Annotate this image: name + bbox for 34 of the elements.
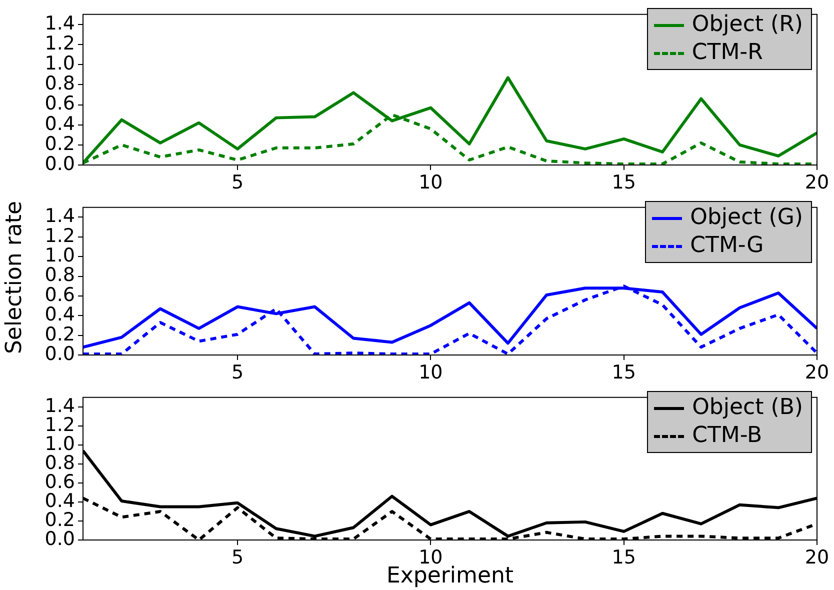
legend-label: CTM-G xyxy=(690,232,764,260)
legend-label: Object (B) xyxy=(692,394,803,422)
x-tick-label: 20 xyxy=(804,361,830,384)
y-tick-label: 0.6 xyxy=(44,92,75,115)
legend-label: CTM-R xyxy=(692,39,763,67)
legend-label: CTM-B xyxy=(692,422,762,450)
x-tick-label: 10 xyxy=(418,361,443,384)
y-tick-label: 1.4 xyxy=(44,12,75,34)
y-tick-label: 1.2 xyxy=(44,32,75,54)
y-tick-label: 0.8 xyxy=(44,72,75,95)
x-tick-label: 10 xyxy=(418,171,443,194)
y-tick-label: 0.0 xyxy=(44,152,75,175)
x-tick-label: 5 xyxy=(231,546,244,568)
x-tick-label: 15 xyxy=(612,361,636,384)
y-tick-label: 1.0 xyxy=(44,52,75,75)
y-tick-label: 0.0 xyxy=(44,342,75,365)
y-axis-title: Selection rate xyxy=(2,200,27,354)
y-tick-label: 0.8 xyxy=(44,264,75,286)
x-tick-label: 5 xyxy=(231,171,244,194)
x-tick-label: 20 xyxy=(804,171,830,194)
legend-label: Object (R) xyxy=(692,11,803,39)
x-tick-label: 15 xyxy=(612,546,636,568)
y-tick-label: 0.2 xyxy=(44,132,75,155)
y-tick-label: 0.2 xyxy=(44,323,75,346)
y-tick-label: 1.4 xyxy=(44,205,75,228)
x-tick-label: 5 xyxy=(231,361,244,384)
legend-label: Object (G) xyxy=(690,204,803,232)
y-tick-label: 1.0 xyxy=(44,244,75,267)
y-tick-label: 0.6 xyxy=(44,284,75,306)
x-tick-label: 20 xyxy=(804,546,830,568)
y-tick-label: 0.4 xyxy=(44,112,75,135)
y-tick-label: 1.2 xyxy=(44,224,75,247)
x-tick-label: 15 xyxy=(612,171,636,194)
y-tick-label: 0.4 xyxy=(44,304,75,326)
